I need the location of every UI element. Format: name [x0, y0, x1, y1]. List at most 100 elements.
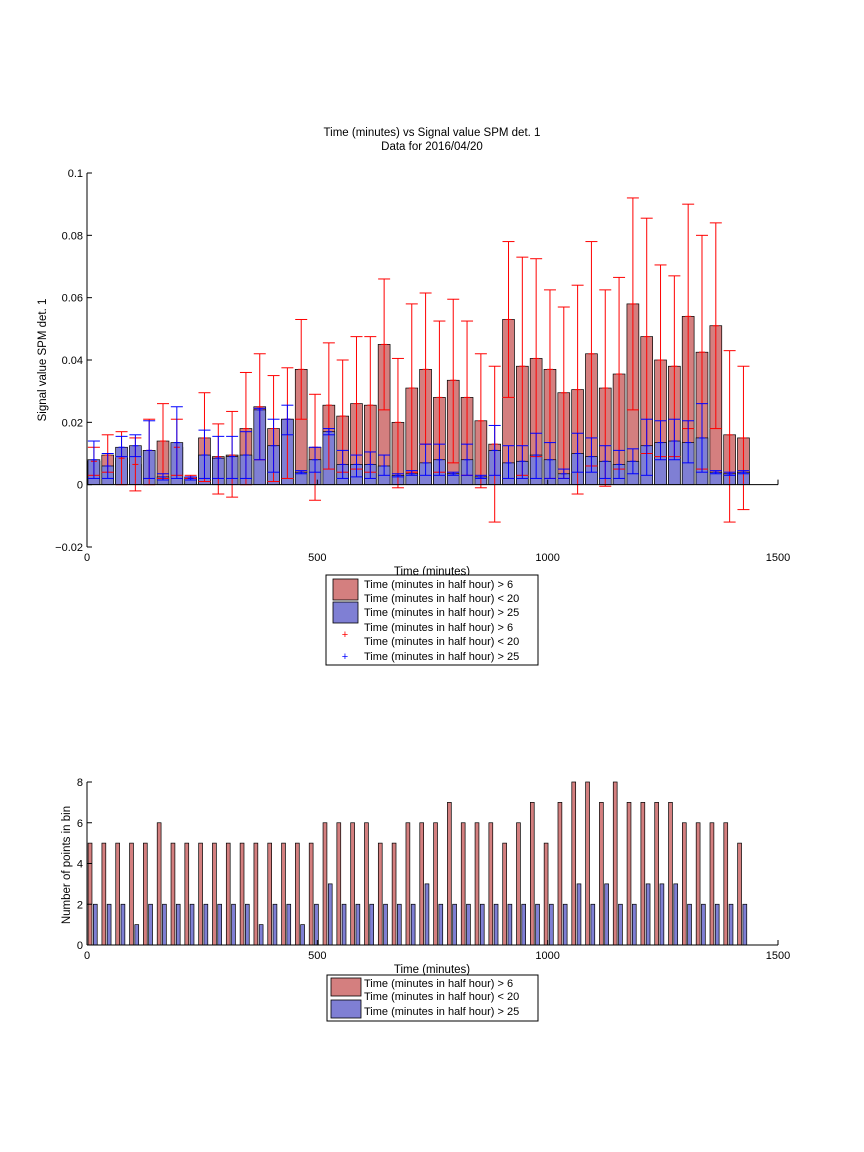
count-bar-red-47 [737, 842, 742, 946]
count-bar-red-5 [156, 822, 162, 946]
count-chart-legend: Time (minutes in half hour) > 6 Time (min… [326, 974, 539, 1022]
count-y-tick-label: 2 [77, 899, 83, 911]
errorbar-blue-21 [378, 454, 391, 476]
count-bar-blue-29 [493, 903, 499, 946]
errorbar-blue-2 [115, 435, 128, 458]
count-chart: 0 2 4 6 8 0 500 1000 1500 Time (minutes) Number … [61, 777, 790, 1022]
count-bar-blue-27 [466, 903, 471, 946]
count-bar-blue-3 [134, 924, 140, 946]
count-bar-red-37 [599, 802, 604, 946]
errorbar-blue-4 [143, 420, 156, 479]
errorbar-red-47 [737, 365, 750, 511]
errorbar-blue-3 [129, 434, 142, 458]
count-bar-red-35 [571, 781, 577, 946]
errorbar-blue-10 [226, 435, 239, 479]
errorbar-blue-40 [640, 418, 653, 476]
count-bar-blue-45 [714, 903, 720, 946]
count-bar-blue-23 [410, 903, 416, 946]
count-bar-blue-44 [701, 903, 706, 946]
errorbar-blue-15 [295, 470, 308, 475]
count-bar-blue-15 [300, 924, 305, 946]
count-bar-blue-38 [618, 903, 623, 946]
count-legend-entry-blue: Time (minutes in half hour) > 25 [364, 1006, 519, 1018]
errorbar-blue-26 [447, 471, 460, 476]
count-bar-red-12 [253, 842, 259, 946]
errorbar-red-30 [502, 241, 515, 398]
x-tick-label: 1500 [766, 552, 790, 564]
errorbar-blue-47 [737, 470, 750, 475]
count-x-tick-label: 0 [84, 950, 90, 962]
errorbar-blue-41 [654, 420, 667, 461]
errorbar-blue-18 [336, 449, 349, 479]
chart-title-line1: Time (minutes) vs Signal value SPM det. … [324, 127, 541, 139]
count-bar-red-39 [626, 802, 632, 946]
count-bar-red-13 [267, 842, 272, 946]
legend-marker-red: + [342, 629, 348, 641]
count-x-tick-label: 500 [308, 950, 326, 962]
legend-entry-blue: Time (minutes in half hour) > 25 [364, 607, 519, 619]
errorbar-blue-22 [391, 473, 404, 478]
count-bar-blue-37 [604, 883, 609, 946]
legend-swatch-red [332, 578, 359, 601]
count-bar-red-27 [460, 822, 466, 946]
count-bar-red-11 [239, 842, 245, 946]
y-tick-label: 0.08 [62, 230, 83, 242]
count-bar-blue-8 [203, 903, 209, 946]
count-bar-red-3 [129, 842, 134, 946]
y-tick-label: 0.1 [68, 168, 83, 180]
count-bar-red-23 [405, 822, 411, 946]
count-bar-red-8 [198, 842, 203, 946]
signal-chart: Time (minutes) vs Signal value SPM det. … [37, 127, 790, 666]
count-bar-blue-34 [562, 903, 568, 946]
errorbar-red-45 [709, 222, 722, 430]
count-bar-red-19 [350, 822, 355, 946]
count-bar-red-18 [336, 822, 342, 946]
legend-entry-red-marker-line1: Time (minutes in half hour) > 6 Time (min… [364, 622, 519, 648]
count-bar-red-45 [709, 822, 715, 946]
legend-marker-blue: + [342, 651, 348, 663]
count-bar-red-2 [115, 842, 120, 946]
count-bar-red-28 [474, 822, 480, 946]
count-bar-red-25 [433, 822, 438, 946]
errorbar-blue-1 [101, 453, 114, 479]
errorbar-blue-46 [723, 471, 736, 476]
count-bar-red-24 [419, 822, 425, 946]
count-bar-blue-9 [217, 903, 222, 946]
legend-entry-red-line1: Time (minutes in half hour) > 6 Time (min… [364, 579, 519, 605]
errorbar-blue-14 [281, 404, 294, 436]
count-bar-red-17 [322, 822, 328, 946]
count-bar-series-blue [93, 883, 748, 946]
count-y-tick-label: 6 [77, 818, 83, 830]
errorbar-red-21 [378, 278, 391, 411]
errorbar-blue-44 [695, 403, 708, 473]
errorbar-red-5 [157, 403, 170, 479]
count-bar-blue-0 [93, 903, 98, 946]
count-bar-blue-25 [438, 903, 444, 946]
count-bar-red-26 [447, 802, 452, 946]
errorbar-blue-36 [585, 437, 598, 473]
x-tick-label: 1000 [535, 552, 559, 564]
errorbar-blue-8 [198, 429, 211, 479]
count-bar-blue-2 [120, 903, 126, 946]
count-bar-blue-11 [245, 903, 250, 946]
count-bar-blue-30 [507, 903, 513, 946]
errorbar-red-28 [474, 353, 487, 489]
errorbar-red-31 [516, 256, 529, 476]
count-bar-red-42 [668, 802, 673, 946]
count-y-axis-label: Number of points in bin [61, 806, 73, 924]
count-bar-red-46 [723, 822, 729, 946]
count-bar-blue-41 [659, 883, 665, 946]
count-bar-blue-47 [742, 903, 748, 946]
count-legend-entry-red: Time (minutes in half hour) > 6 Time (min… [364, 978, 519, 1003]
errorbar-blue-34 [557, 468, 570, 479]
errorbar-red-46 [723, 350, 736, 523]
errorbar-blue-13 [267, 418, 280, 473]
count-bar-blue-42 [673, 883, 679, 946]
count-bar-red-7 [184, 842, 190, 946]
count-bar-blue-39 [631, 903, 637, 946]
count-bar-red-41 [654, 802, 659, 946]
count-bar-red-9 [212, 842, 217, 946]
x-tick-label: 500 [308, 552, 326, 564]
errorbar-blue-27 [461, 443, 474, 476]
count-x-tick-label: 1000 [535, 950, 559, 962]
